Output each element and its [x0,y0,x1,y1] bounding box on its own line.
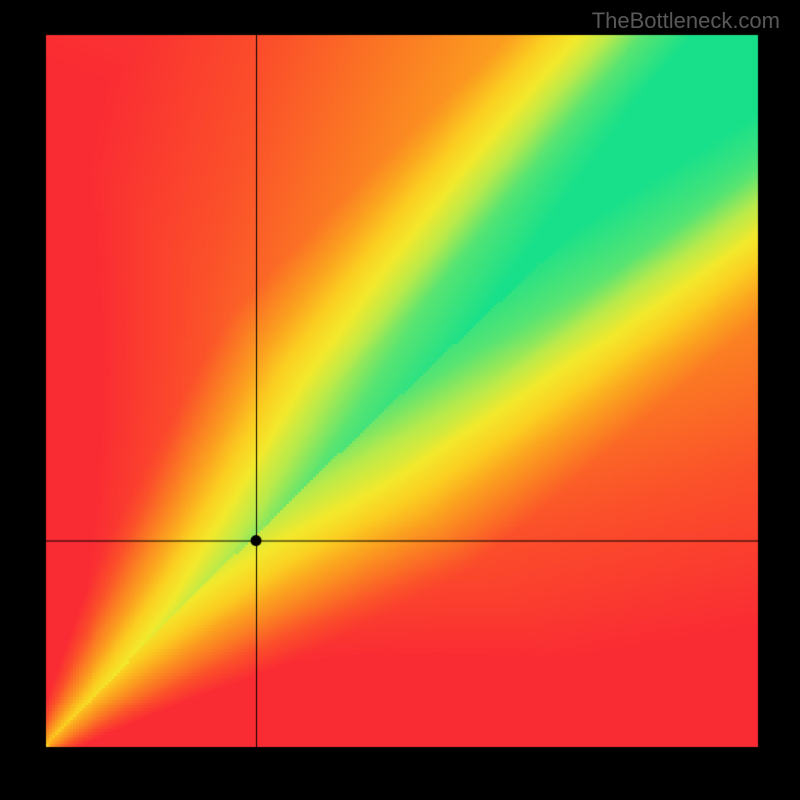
bottleneck-heatmap [0,0,800,800]
attribution-text: TheBottleneck.com [592,8,780,34]
